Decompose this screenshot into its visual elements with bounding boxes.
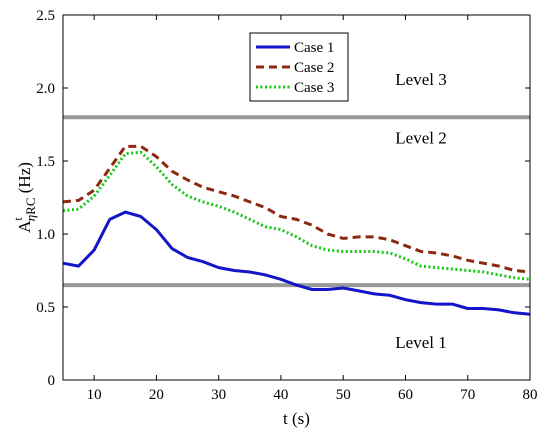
x-tick-label: 50: [336, 387, 351, 403]
series-line-case-2: [62, 144, 531, 274]
legend-label-case-3: Case 3: [294, 80, 334, 96]
x-tick-label: 70: [460, 387, 475, 403]
y-axis-label-unit: (Hz): [15, 162, 34, 197]
level-annotation: Level 3: [395, 70, 446, 89]
x-tick-label: 30: [211, 387, 226, 403]
plot-frame: [62, 14, 531, 381]
legend-label-case-2: Case 2: [294, 60, 334, 76]
y-tick-label: 0: [48, 373, 56, 389]
legend-label-case-1: Case 1: [294, 40, 334, 56]
x-tick-label: 60: [398, 387, 413, 403]
y-tick-label: 0.5: [36, 300, 55, 316]
x-tick-label: 10: [87, 387, 102, 403]
x-tick-label: 40: [273, 387, 288, 403]
y-tick-label: 2.0: [36, 81, 55, 97]
x-tick-label: 20: [149, 387, 164, 403]
x-axis-label: t (s): [283, 409, 310, 428]
x-tick-label: 80: [523, 387, 538, 403]
level-annotation: Level 1: [395, 333, 446, 352]
series-line-case-1: [62, 210, 531, 316]
y-axis-label-subscript-greek: η: [23, 215, 38, 221]
y-axis-label-superscript: t: [11, 217, 25, 221]
series-line-case-3: [62, 150, 531, 281]
legend-box: [249, 32, 349, 102]
y-axis-label-text: AtηRC (Hz): [11, 162, 38, 233]
y-axis-label-main: A: [15, 220, 34, 233]
y-tick-label: 1.5: [36, 154, 55, 170]
y-axis-label-subscript: RC: [23, 197, 38, 214]
legend: Case 1 Case 2 Case 3: [249, 32, 349, 102]
y-tick-label: 2.5: [36, 8, 55, 24]
level-annotation: Level 2: [395, 128, 446, 147]
y-tick-label: 1.0: [36, 227, 55, 243]
y-axis-label: AtηRC (Hz): [11, 162, 38, 233]
